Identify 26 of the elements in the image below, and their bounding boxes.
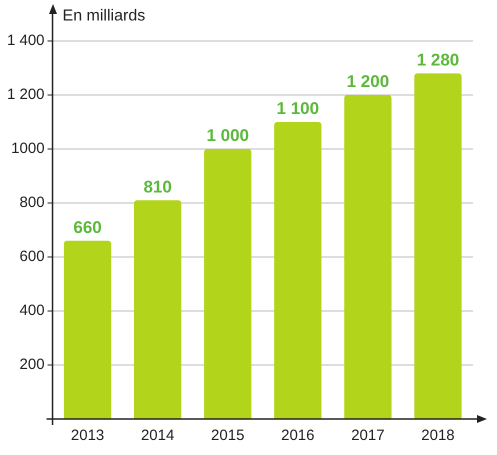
y-axis-title: En milliards [62,7,146,24]
y-tick-label: 600 [20,248,45,266]
data-label: 1 280 [416,50,460,70]
y-tick-label: 400 [20,302,45,320]
x-tick-label: 2018 [421,427,455,444]
bar [134,200,182,419]
data-label: 1 100 [276,99,320,118]
x-tick-label: 2014 [140,427,174,444]
y-tick-label: 1000 [11,140,45,158]
data-label: 660 [73,218,102,237]
x-tick-label: 2017 [351,427,385,444]
y-tick-label: 1 400 [6,32,45,50]
data-label: 1 000 [206,126,250,146]
y-tick-label: 800 [20,194,45,212]
y-tick-label: 1 200 [6,86,45,104]
data-label: 1 200 [346,72,390,92]
data-label: 810 [143,177,172,196]
bar [64,240,112,419]
y-tick-label: 200 [20,356,45,374]
x-tick-label: 2013 [70,427,104,444]
bar [204,149,252,419]
bar [274,122,322,419]
bar [344,95,392,419]
x-tick-label: 2015 [211,427,244,444]
x-tick-label: 2016 [281,427,314,444]
bar [414,73,462,419]
